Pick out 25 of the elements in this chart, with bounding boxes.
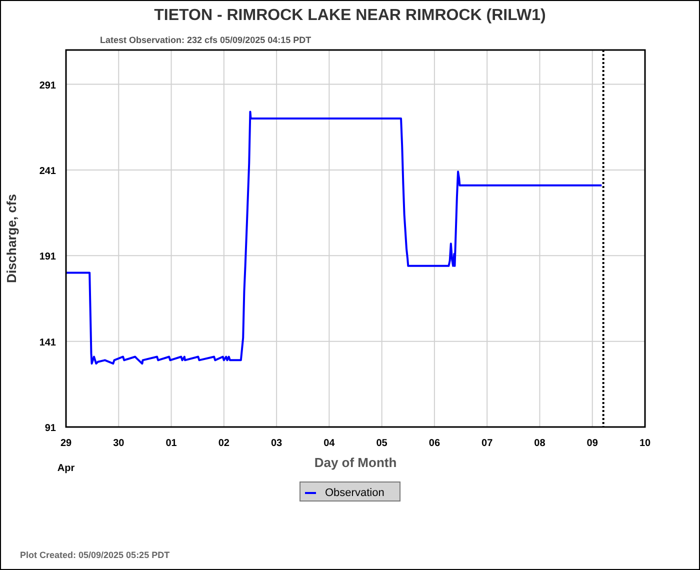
chart-title: TIETON - RIMROCK LAKE NEAR RIMROCK (RILW1) — [154, 7, 546, 24]
x-tick-label: 09 — [586, 438, 598, 449]
x-axis-title: Day of Month — [314, 455, 397, 470]
y-axis-title: Discharge, cfs — [4, 194, 19, 283]
text: Apr — [57, 463, 75, 474]
x-tick-label: 01 — [166, 438, 178, 449]
x-tick-label: 30 — [113, 438, 125, 449]
x-tick-label: 07 — [482, 438, 494, 449]
y-tick-label: 191 — [39, 252, 56, 263]
text: Plot Created: 05/09/2025 05:25 PDT — [20, 550, 170, 560]
x-tick-label: 05 — [376, 438, 388, 449]
y-tick-label: 141 — [39, 337, 56, 348]
y-tick-label: 241 — [39, 166, 56, 177]
x-tick-label: 04 — [324, 438, 336, 449]
x-tick-label: 03 — [270, 438, 283, 449]
x-tick-label: 29 — [60, 438, 72, 449]
chart-subtitle: Latest Observation: 232 cfs 05/09/2025 04:15 PDT — [100, 35, 312, 45]
y-tick-label: 91 — [44, 423, 56, 434]
line-series — [65, 110, 603, 365]
y-tick-label: 291 — [39, 80, 56, 92]
x-tick-label: 10 — [639, 438, 651, 449]
x-tick-label: 02 — [218, 438, 230, 449]
legend-label: Observation — [325, 487, 384, 499]
x-tick-label: 06 — [428, 438, 440, 449]
x-tick-label: 08 — [534, 438, 546, 449]
